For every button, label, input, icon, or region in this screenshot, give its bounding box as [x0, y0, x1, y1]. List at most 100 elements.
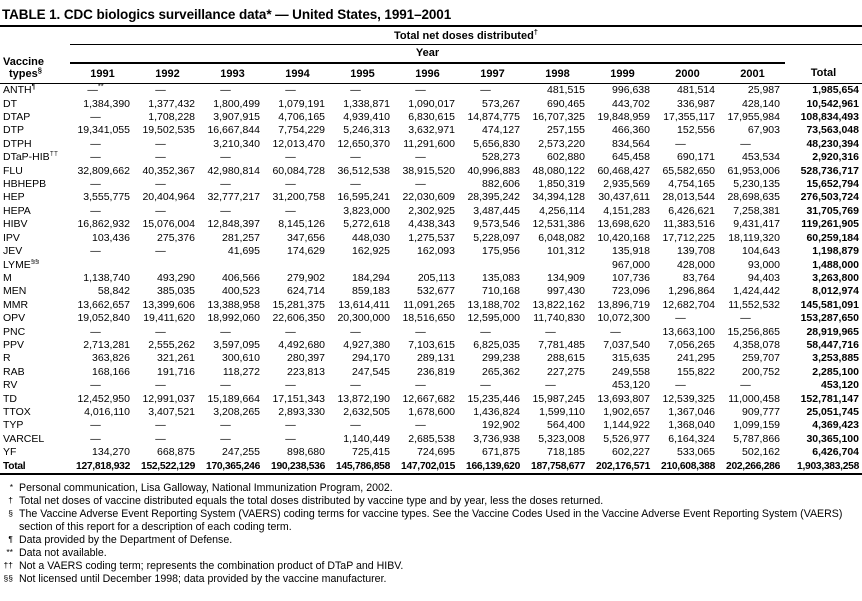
surveillance-table: Vaccine types§ Total net doses distribut… — [0, 27, 862, 476]
vaccine-label: OPV — [3, 312, 26, 325]
value-cell: — — [285, 432, 296, 445]
value-cell: 725,415 — [352, 446, 390, 459]
row-total-cell: 453,120 — [821, 379, 859, 392]
value-cell: 7,103,615 — [408, 338, 455, 351]
value-cell: 17,355,117 — [663, 111, 715, 124]
table-body: ANTH¶ —** — — — — — —481,515 996,638 481,514 25,98… — [0, 84, 862, 476]
value-cell: 5,787,866 — [733, 432, 780, 445]
vaccine-label: MMR — [3, 298, 29, 311]
value-cell: 19,341,055 — [77, 124, 130, 137]
value-cell: 93,000 — [747, 258, 780, 271]
table-row: RAB 168,166 191,716 118,272 223,813 247,545 23… — [0, 366, 862, 379]
value-cell: 528,273 — [482, 151, 520, 164]
value-cell: — — [350, 84, 361, 97]
footnote: § The Vaccine Adverse Event Reporting Sys… — [0, 508, 862, 534]
table-row: PPV 2,713,281 2,555,262 3,597,095 4,492,680 4… — [0, 339, 862, 352]
value-cell: 1,368,040 — [668, 419, 715, 432]
footnote: * Personal communication, Lisa Galloway, … — [0, 482, 862, 495]
table-row: YF 134,270 668,875 247,255 898,680 725,415 724… — [0, 446, 862, 459]
value-cell: 5,230,135 — [733, 178, 780, 191]
row-total-cell: 3,253,885 — [812, 352, 859, 365]
row-total-cell: 119,261,905 — [801, 218, 859, 231]
value-cell: 289,131 — [417, 352, 455, 365]
year-column-header: 2001 — [720, 62, 785, 85]
footnote: † Total net doses of vaccine distributed … — [0, 495, 862, 508]
value-cell: 6,830,615 — [408, 111, 455, 124]
value-cell: 834,564 — [612, 137, 650, 150]
value-cell: 502,162 — [742, 446, 780, 459]
value-cell: — — [285, 178, 296, 191]
vaccine-label: DTAP — [3, 111, 31, 124]
table-row: DTaP-HIB†† — — — — — — 528,273 602,880 645,458 690… — [0, 151, 862, 164]
value-cell: 103,436 — [92, 231, 130, 244]
table-row: OPV 19,052,840 19,411,620 18,992,060 22,606,… — [0, 312, 862, 325]
value-cell: 25,987 — [747, 84, 780, 97]
value-cell: 19,848,959 — [597, 111, 650, 124]
vaccine-label: HEP — [3, 191, 25, 204]
value-cell: 19,502,535 — [142, 124, 195, 137]
value-cell: — — [90, 245, 101, 258]
vaccine-label: HIBV — [3, 218, 28, 231]
value-cell: 1,079,191 — [278, 97, 325, 110]
table-row: TTOX 4,016,110 3,407,521 3,208,265 2,893,330… — [0, 406, 862, 419]
vaccine-label: R — [3, 352, 11, 365]
year-column-header: 1998 — [525, 62, 590, 85]
value-cell: 466,360 — [612, 124, 650, 137]
value-cell: 428,000 — [677, 258, 715, 271]
value-cell: 448,030 — [352, 231, 390, 244]
value-cell: 12,991,037 — [142, 392, 195, 405]
value-cell: 4,358,078 — [733, 338, 780, 351]
value-cell: — — [220, 84, 231, 97]
row-total-cell: 1,985,654 — [812, 84, 859, 97]
year-column-header: 1996 — [395, 62, 460, 85]
value-cell: 347,656 — [287, 231, 325, 244]
value-cell: 7,037,540 — [603, 338, 650, 351]
value-cell: 668,875 — [157, 446, 195, 459]
value-cell: 12,848,397 — [207, 218, 260, 231]
row-total-cell: 10,542,961 — [806, 97, 859, 110]
value-cell: 22,606,350 — [272, 312, 325, 325]
value-cell: 1,296,864 — [668, 285, 715, 298]
table-row: HEPA — — — — 3,823,000 2,302,925 3,487,445 4,256… — [0, 205, 862, 218]
value-cell: 32,777,217 — [207, 191, 260, 204]
value-cell: 11,383,516 — [663, 218, 715, 231]
value-cell: 7,056,265 — [668, 338, 715, 351]
value-cell: 174,629 — [287, 245, 325, 258]
value-cell: 60,468,427 — [597, 164, 650, 177]
value-cell: — — [350, 151, 361, 164]
value-cell: 38,915,520 — [402, 164, 455, 177]
value-cell: 1,424,442 — [733, 285, 780, 298]
year-column-header: 1992 — [135, 62, 200, 85]
value-cell: — — [220, 204, 231, 217]
spanner-year-gap — [785, 45, 862, 63]
vaccine-label: FLU — [3, 164, 23, 177]
value-cell: 602,880 — [547, 151, 585, 164]
table-row: PNC — — — — — — — — — 13,663,100 15,256,865 28,919,9… — [0, 326, 862, 339]
value-cell: 453,120 — [612, 379, 650, 392]
row-total-cell: 25,051,745 — [806, 405, 859, 418]
value-cell: 882,606 — [482, 178, 520, 191]
value-cell — [525, 259, 590, 272]
value-cell: 15,189,664 — [207, 392, 260, 405]
value-cell: 18,516,650 — [402, 312, 455, 325]
value-cell: 10,072,300 — [597, 312, 650, 325]
value-cell: 996,638 — [612, 84, 650, 97]
value-cell: 13,698,620 — [597, 218, 650, 231]
value-cell: 205,113 — [417, 271, 455, 284]
vaccine-label: RV — [3, 379, 18, 392]
value-cell: 2,555,262 — [148, 338, 195, 351]
value-cell: 155,822 — [677, 365, 715, 378]
table-row: R 363,826 321,261 300,610 280,397 294,170 289,… — [0, 352, 862, 365]
table-row: FLU 32,809,662 40,352,367 42,980,814 60,084,… — [0, 165, 862, 178]
value-cell: — — [90, 111, 101, 124]
value-cell: 5,272,618 — [343, 218, 390, 231]
value-cell: 61,953,006 — [727, 164, 780, 177]
value-cell: — — [220, 419, 231, 432]
vaccine-label: M — [3, 271, 12, 284]
value-cell: 1,599,110 — [539, 405, 585, 418]
value-cell: 4,706,165 — [278, 111, 325, 124]
total-row-value-cell: 170,365,246 — [200, 459, 265, 476]
value-cell: 34,394,128 — [532, 191, 585, 204]
value-cell: 20,300,000 — [337, 312, 390, 325]
footnote: ¶ Data provided by the Department of Defe… — [0, 534, 862, 547]
